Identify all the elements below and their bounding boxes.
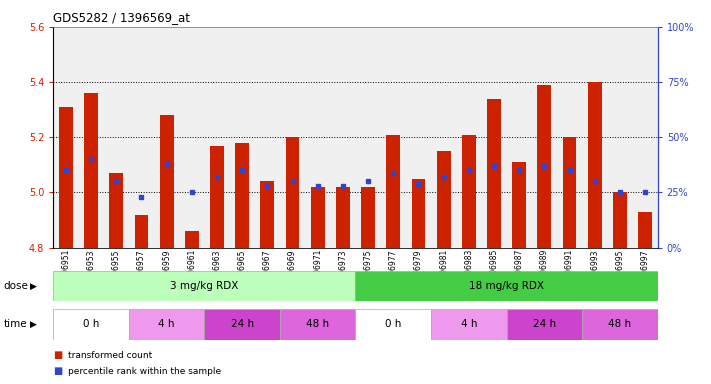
Text: 48 h: 48 h	[609, 319, 631, 329]
Bar	[205, 309, 280, 340]
Bar	[613, 192, 627, 248]
Bar	[431, 309, 506, 340]
Bar	[84, 93, 98, 248]
Text: 4 h: 4 h	[461, 319, 477, 329]
Text: 0 h: 0 h	[83, 319, 100, 329]
Bar	[487, 99, 501, 248]
Bar	[185, 231, 199, 248]
Bar	[412, 179, 425, 248]
Text: ■: ■	[53, 350, 63, 360]
Bar	[538, 85, 551, 248]
Bar	[462, 134, 476, 248]
Text: time: time	[4, 319, 27, 329]
Text: ■: ■	[53, 366, 63, 376]
Bar	[386, 134, 400, 248]
Bar	[260, 182, 274, 248]
Bar	[210, 146, 224, 248]
Bar	[582, 309, 658, 340]
Text: 24 h: 24 h	[533, 319, 556, 329]
Bar	[235, 143, 249, 248]
Text: 4 h: 4 h	[159, 319, 175, 329]
Text: transformed count: transformed count	[68, 351, 151, 360]
Text: 48 h: 48 h	[306, 319, 329, 329]
Bar	[129, 309, 205, 340]
Bar	[361, 187, 375, 248]
Text: GDS5282 / 1396569_at: GDS5282 / 1396569_at	[53, 12, 191, 25]
Text: ▶: ▶	[30, 281, 37, 291]
Text: 24 h: 24 h	[230, 319, 254, 329]
Text: dose: dose	[4, 281, 28, 291]
Text: 3 mg/kg RDX: 3 mg/kg RDX	[170, 281, 239, 291]
Text: 0 h: 0 h	[385, 319, 402, 329]
Text: ▶: ▶	[30, 320, 37, 329]
Bar	[638, 212, 652, 248]
Bar	[286, 137, 299, 248]
Bar	[588, 82, 602, 248]
Bar	[160, 115, 173, 248]
Bar	[134, 215, 149, 248]
Bar	[562, 137, 577, 248]
Bar	[356, 309, 431, 340]
Bar	[356, 271, 658, 301]
Text: percentile rank within the sample: percentile rank within the sample	[68, 367, 220, 376]
Bar	[336, 187, 350, 248]
Text: 18 mg/kg RDX: 18 mg/kg RDX	[469, 281, 544, 291]
Bar	[506, 309, 582, 340]
Bar	[59, 107, 73, 248]
Bar	[311, 187, 325, 248]
Bar	[512, 162, 526, 248]
Bar	[53, 271, 356, 301]
Bar	[53, 309, 129, 340]
Bar	[109, 173, 123, 248]
Bar	[280, 309, 356, 340]
Bar	[437, 151, 451, 248]
